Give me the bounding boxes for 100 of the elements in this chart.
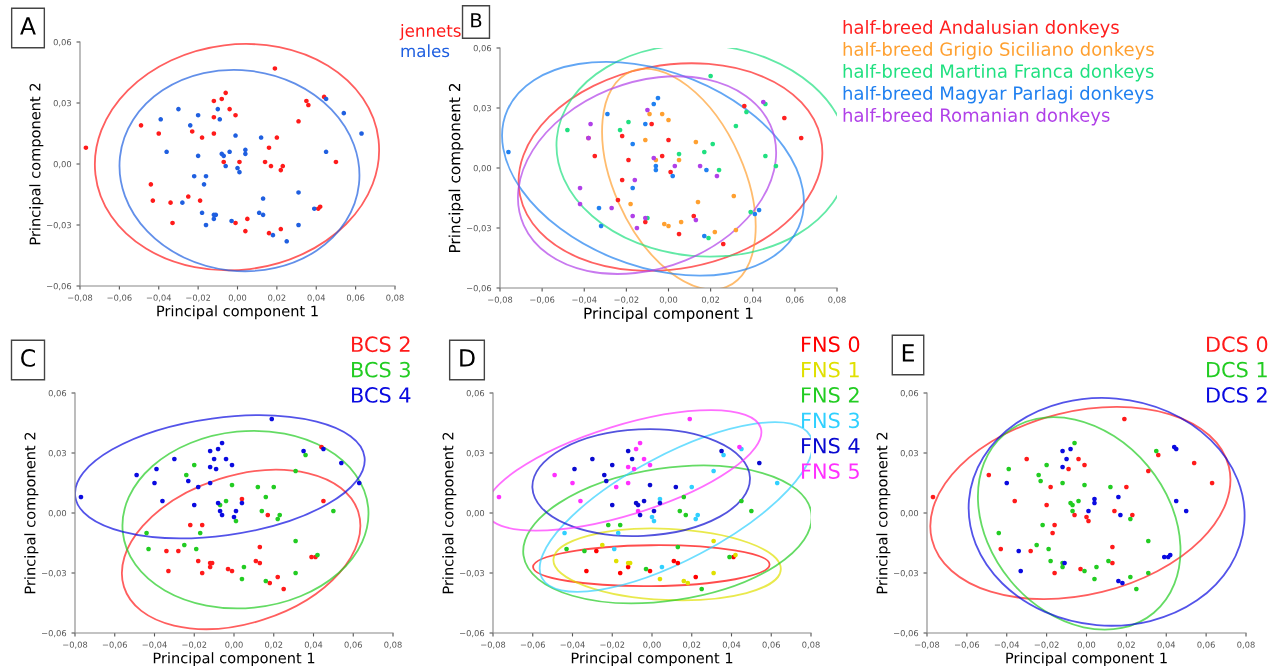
x-tick-label: 0,08 xyxy=(802,641,820,649)
y-tick-label: 0,00 xyxy=(900,509,919,518)
x-tick-label: −0,04 xyxy=(572,296,597,304)
y-tick-label: 0,03 xyxy=(466,449,484,458)
x-tick-label: 0,04 xyxy=(744,296,762,304)
x-tick-label: 0,02 xyxy=(701,296,720,304)
x-tick-label: 0,08 xyxy=(386,294,404,302)
y-tick-label: −0,03 xyxy=(894,569,918,578)
x-tick-label: 0,00 xyxy=(659,296,678,304)
y-axis-title: Principal component 2 xyxy=(448,84,464,252)
x-axis-title: Principal component 1 xyxy=(571,652,733,666)
y-tick-label: −0,03 xyxy=(47,221,71,230)
x-axis-title: Principal component 1 xyxy=(157,305,318,320)
text: half-breed Martina Franca donkeys xyxy=(843,63,1154,82)
chart-title: A xyxy=(20,17,36,35)
y-tick-label: −0,03 xyxy=(460,569,484,578)
text: FNS 3 xyxy=(802,412,859,429)
x-tick-label: 0,00 xyxy=(1077,641,1096,649)
x-tick-label: −0,08 xyxy=(481,641,506,649)
x-tick-label: −0,02 xyxy=(614,296,639,304)
y-tick-label: 0,03 xyxy=(900,449,918,458)
x-tick-label: 0,02 xyxy=(268,294,286,302)
y-tick-label: −0,03 xyxy=(467,224,491,233)
x-tick-label: −0,06 xyxy=(954,641,980,649)
text: BCS 3 xyxy=(352,361,410,378)
text: males xyxy=(401,44,450,58)
text: half-breed Magyar Parlagi donkeys xyxy=(843,85,1154,104)
chart-title: B xyxy=(471,13,482,28)
y-tick-label: −0,06 xyxy=(467,284,492,293)
text: FNS 1 xyxy=(802,361,859,378)
y-tick-label: 0,06 xyxy=(473,44,492,53)
x-tick-label: −0,04 xyxy=(994,641,1020,649)
x-tick-label: 0,04 xyxy=(1157,641,1176,649)
y-tick-label: 0,03 xyxy=(48,449,66,458)
x-axis-title: Principal component 1 xyxy=(584,307,753,322)
y-tick-label: 0,00 xyxy=(473,164,492,173)
y-tick-label: 0,06 xyxy=(53,38,72,47)
y-tick-label: 0,06 xyxy=(466,389,485,398)
text: BCS 4 xyxy=(352,387,411,403)
text: DCS 2 xyxy=(1207,387,1267,403)
x-tick-label: −0,06 xyxy=(107,294,132,302)
y-tick-label: 0,03 xyxy=(473,104,491,113)
x-tick-label: 0,06 xyxy=(786,296,804,304)
x-tick-label: −0,02 xyxy=(600,641,625,649)
x-tick-label: −0,08 xyxy=(488,296,513,304)
x-tick-label: 0,08 xyxy=(828,296,846,304)
text: half-breed Romanian donkeys xyxy=(843,107,1110,126)
y-tick-label: −0,06 xyxy=(47,282,72,291)
y-tick-label: −0,03 xyxy=(42,569,66,578)
x-tick-label: 0,00 xyxy=(643,641,661,649)
chart-title: C xyxy=(21,348,35,367)
y-tick-label: 0,03 xyxy=(53,99,71,108)
x-tick-label: −0,02 xyxy=(186,294,211,302)
x-tick-label: 0,00 xyxy=(225,641,243,649)
y-tick-label: −0,06 xyxy=(894,629,919,638)
x-tick-label: 0,02 xyxy=(265,641,283,649)
text: jennets xyxy=(399,24,461,41)
y-tick-label: 0,00 xyxy=(466,509,485,518)
y-tick-label: −0,06 xyxy=(460,629,485,638)
text: DCS 1 xyxy=(1207,361,1267,378)
x-tick-label: −0,04 xyxy=(146,294,172,302)
x-tick-label: 0,08 xyxy=(384,641,402,649)
x-tick-label: 0,00 xyxy=(228,294,247,302)
y-tick-label: 0,06 xyxy=(900,389,919,398)
chart-title: D xyxy=(460,349,475,367)
x-tick-label: 0,04 xyxy=(304,641,323,649)
text: FNS 5 xyxy=(802,463,859,479)
x-tick-label: −0,08 xyxy=(63,641,88,649)
y-tick-label: 0,00 xyxy=(48,509,67,518)
chart-title: E xyxy=(902,344,914,362)
x-tick-label: 0,06 xyxy=(1197,641,1215,649)
x-tick-label: −0,04 xyxy=(560,641,585,649)
x-tick-label: 0,06 xyxy=(346,294,365,302)
x-axis-title: Principal component 1 xyxy=(153,652,315,666)
y-axis-title: Principal component 2 xyxy=(442,432,457,594)
x-tick-label: −0,08 xyxy=(915,641,940,649)
text: half-breed Andalusian donkeys xyxy=(843,20,1119,38)
x-tick-label: −0,04 xyxy=(142,641,167,649)
x-tick-label: −0,02 xyxy=(182,641,207,649)
y-tick-label: 0,00 xyxy=(53,160,72,169)
text: DCS 0 xyxy=(1207,336,1268,353)
x-tick-label: −0,06 xyxy=(102,641,127,649)
x-axis-title: Principal component 1 xyxy=(1006,652,1167,666)
y-tick-label: −0,06 xyxy=(42,629,67,638)
x-tick-label: 0,06 xyxy=(344,641,362,649)
x-tick-label: −0,08 xyxy=(68,294,93,302)
x-tick-label: 0,04 xyxy=(722,641,741,649)
x-tick-label: −0,02 xyxy=(1034,641,1059,649)
y-axis-title: Principal component 2 xyxy=(876,432,891,594)
text: FNS 2 xyxy=(802,387,859,403)
x-tick-label: 0,02 xyxy=(683,641,701,649)
y-tick-label: 0,06 xyxy=(48,389,67,398)
text: FNS 0 xyxy=(802,336,860,353)
y-axis-title: Principal component 2 xyxy=(24,432,39,594)
x-tick-label: 0,06 xyxy=(762,641,780,649)
x-tick-label: 0,04 xyxy=(307,294,326,302)
text: BCS 2 xyxy=(352,336,410,353)
text: half-breed Grigio Siciliano donkeys xyxy=(843,41,1154,60)
series-label: FNS 4 xyxy=(802,437,860,454)
x-tick-label: −0,06 xyxy=(520,641,545,649)
